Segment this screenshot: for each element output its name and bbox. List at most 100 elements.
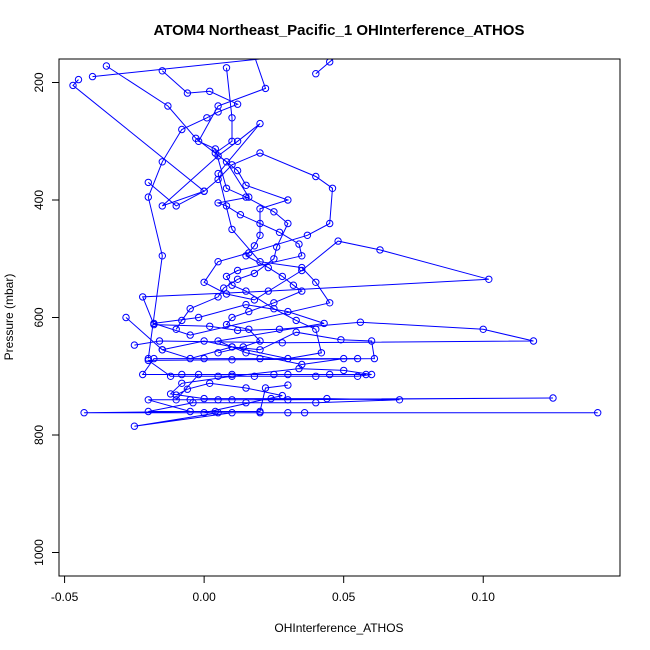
- data-point: [326, 59, 334, 66]
- data-point: [130, 422, 139, 430]
- data-point: [206, 87, 214, 96]
- data-point: [295, 364, 303, 373]
- data-point: [270, 208, 278, 216]
- data-point: [261, 384, 270, 392]
- data-point: [144, 193, 153, 201]
- data-point: [256, 205, 264, 213]
- data-point: [312, 70, 320, 78]
- data-point: [284, 354, 292, 363]
- x-tick-label: 0.00: [192, 590, 216, 604]
- data-point: [370, 354, 379, 363]
- data-point: [214, 199, 222, 207]
- data-point: [214, 108, 222, 116]
- data-point: [295, 240, 303, 248]
- data-point: [549, 394, 557, 402]
- data-point: [158, 158, 167, 166]
- data-point: [275, 228, 284, 237]
- data-point: [186, 354, 194, 363]
- data-point: [164, 102, 172, 110]
- data-point: [155, 337, 164, 345]
- data-point: [292, 316, 300, 325]
- y-tick-label: 400: [32, 190, 46, 210]
- data-point: [214, 258, 222, 266]
- data-point: [228, 356, 236, 364]
- data-point: [298, 266, 306, 275]
- data-point: [200, 337, 208, 345]
- data-point: [200, 187, 208, 195]
- data-point: [284, 370, 292, 379]
- data-point: [158, 252, 167, 260]
- chart-title: ATOM4 Northeast_Pacific_1 OHInterference…: [154, 22, 525, 39]
- data-point: [256, 407, 264, 416]
- data-point: [320, 319, 328, 328]
- data-point: [256, 119, 264, 128]
- data-point: [367, 370, 376, 379]
- data-point: [529, 337, 538, 345]
- data-point: [130, 341, 139, 349]
- x-axis-label: OHInterference_ATHOS: [274, 621, 403, 635]
- data-point: [239, 343, 247, 351]
- data-point: [211, 145, 220, 153]
- data-point: [222, 158, 231, 166]
- data-point: [256, 231, 264, 240]
- x-axis: -0.05 0.00 0.05 0.10: [51, 576, 495, 604]
- profile-line-5: [175, 59, 289, 330]
- data-point: [312, 399, 320, 407]
- data-point: [178, 316, 186, 325]
- data-point: [284, 219, 292, 228]
- data-point: [256, 149, 264, 157]
- data-point: [88, 72, 97, 81]
- data-point: [256, 337, 264, 345]
- profile-line-3: [134, 152, 534, 346]
- data-point: [178, 125, 186, 134]
- data-point: [150, 320, 158, 329]
- data-point: [298, 287, 306, 295]
- data-point: [233, 100, 242, 108]
- data-point: [194, 370, 203, 379]
- data-point: [242, 287, 250, 295]
- data-point: [172, 396, 180, 404]
- data-point: [242, 399, 250, 407]
- data-point: [206, 322, 214, 330]
- data-point: [166, 390, 175, 398]
- data-point: [194, 137, 203, 146]
- data-point: [144, 354, 153, 363]
- data-point: [367, 337, 376, 345]
- data-point: [275, 325, 284, 333]
- data-point: [214, 372, 222, 380]
- data-point: [353, 372, 362, 380]
- data-point: [144, 178, 153, 187]
- data-point: [312, 325, 320, 333]
- data-point: [178, 379, 186, 387]
- data-point: [200, 394, 208, 403]
- data-point: [485, 275, 493, 283]
- data-point: [186, 305, 194, 313]
- data-point: [144, 396, 153, 404]
- data-point: [183, 89, 192, 97]
- data-point: [326, 299, 334, 307]
- data-point: [233, 137, 242, 146]
- data-point: [228, 137, 236, 146]
- data-point: [233, 266, 242, 275]
- data-point: [273, 243, 281, 251]
- data-point: [233, 166, 242, 175]
- data-point: [264, 263, 272, 272]
- data-point: [200, 278, 208, 286]
- data-point: [337, 336, 345, 344]
- profile-line-4: [106, 65, 323, 360]
- data-point: [228, 343, 236, 351]
- data-point: [284, 196, 292, 204]
- data-point: [328, 184, 337, 193]
- data-point: [278, 272, 286, 281]
- profile-line-2: [125, 317, 400, 412]
- data-point: [122, 313, 130, 322]
- data-point: [222, 64, 231, 72]
- data-point: [356, 318, 365, 326]
- data-point: [214, 175, 222, 184]
- data-point: [284, 307, 292, 316]
- data-point: [278, 339, 286, 347]
- data-point: [242, 300, 250, 309]
- data-point: [200, 354, 208, 363]
- data-point: [222, 320, 231, 329]
- data-point: [206, 379, 214, 387]
